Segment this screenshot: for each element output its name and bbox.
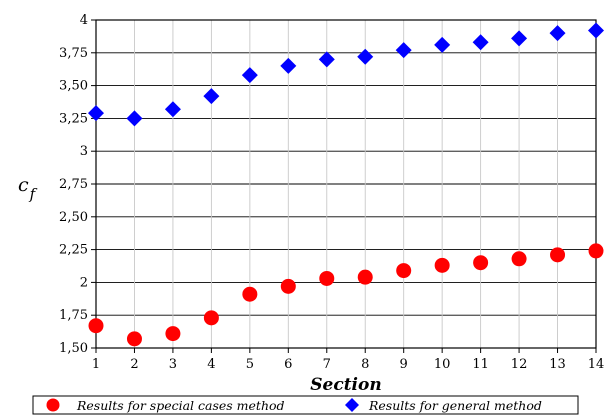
general-method-point	[549, 25, 566, 42]
y-tick-label: 4	[80, 13, 88, 28]
legend-label-general: Results for general method	[368, 398, 542, 413]
data-marks	[88, 22, 604, 347]
general-method-point	[164, 101, 181, 118]
general-method-point	[511, 30, 528, 47]
x-tick-label: 7	[323, 357, 331, 372]
special-cases-point	[126, 331, 142, 347]
special-cases-point	[280, 278, 296, 294]
x-tick-label: 12	[511, 357, 528, 372]
general-method-point	[280, 57, 297, 74]
y-tick-label: 3	[80, 144, 88, 159]
special-cases-point	[88, 318, 104, 334]
special-cases-point	[550, 247, 566, 263]
general-method-point	[203, 88, 220, 105]
y-tick-label: 2	[80, 275, 88, 290]
y-axis-label: cf	[18, 174, 38, 203]
x-axis-label: Section	[310, 375, 381, 395]
y-tick-label: 2,75	[59, 177, 88, 192]
general-method-point	[395, 42, 412, 59]
general-method-point	[241, 67, 258, 84]
x-tick-label: 5	[246, 357, 254, 372]
general-method-point	[88, 105, 104, 122]
special-cases-point	[473, 255, 489, 271]
x-tick-label: 13	[549, 357, 566, 372]
legend-marker-general	[345, 398, 359, 412]
special-cases-point	[242, 286, 258, 302]
general-method-point	[472, 34, 489, 51]
y-tick-label: 3,50	[59, 79, 88, 94]
y-tick-label: 1,75	[59, 308, 88, 323]
general-method-point	[434, 36, 451, 53]
x-tick-label: 3	[169, 357, 177, 372]
special-cases-point	[203, 310, 219, 326]
y-tick-label: 3,75	[59, 46, 88, 61]
special-cases-point	[434, 257, 450, 273]
general-method-point	[318, 51, 335, 68]
x-tick-label: 1	[92, 357, 100, 372]
legend-box	[32, 395, 579, 415]
x-tick-label: 9	[400, 357, 408, 372]
y-axis-label-main: c	[18, 174, 29, 196]
x-tick-label: 4	[207, 357, 215, 372]
x-tick-label: 11	[472, 357, 489, 372]
y-tick-label: 3,25	[59, 111, 88, 126]
x-axis-ticks: 1 2 3 4 5 6 7 8 9 10 11 12 13 14	[92, 348, 604, 372]
x-tick-label: 2	[130, 357, 138, 372]
special-cases-point	[319, 270, 335, 286]
legend: Results for special cases method Results…	[32, 395, 579, 415]
special-cases-point	[357, 269, 373, 285]
legend-marker-special-cases	[46, 398, 60, 412]
y-tick-label: 1,50	[59, 341, 88, 356]
legend-label-special-cases: Results for special cases method	[76, 398, 285, 413]
plot-frame	[95, 19, 597, 349]
x-tick-label: 8	[361, 357, 369, 372]
general-method-point	[126, 110, 143, 127]
y-axis-ticks: 1,50 1,75 2 2,25 2,50 2,75 3 3,25 3,50 3,75 4	[59, 13, 96, 356]
y-tick-label: 2,50	[59, 210, 88, 225]
x-tick-label: 14	[588, 357, 604, 372]
y-tick-label: 2,25	[59, 243, 88, 258]
x-tick-label: 10	[434, 357, 451, 372]
x-tick-label: 6	[284, 357, 292, 372]
general-method-point	[357, 48, 374, 65]
special-cases-point	[511, 251, 527, 267]
special-cases-point	[588, 243, 604, 259]
y-axis-label-subscript: f	[29, 185, 38, 203]
general-method-point	[588, 22, 604, 39]
special-cases-point	[396, 263, 412, 279]
special-cases-point	[165, 326, 181, 342]
